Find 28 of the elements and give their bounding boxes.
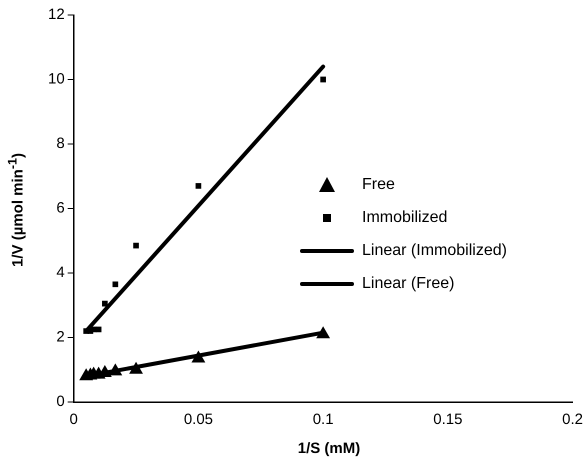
point: [102, 300, 108, 306]
point: [96, 326, 102, 332]
y-tick-label: 4: [56, 264, 65, 282]
point: [191, 350, 206, 362]
point: [90, 326, 96, 332]
point: [129, 362, 143, 374]
legend-label: Free: [362, 176, 395, 194]
point: [108, 363, 122, 376]
y-tick-label: 0: [56, 393, 65, 410]
x-tick-label: 0: [70, 411, 78, 428]
point: [316, 326, 330, 338]
x-tick-label: 0.15: [433, 411, 462, 428]
y-tick-label: 2: [56, 328, 65, 346]
y-tick-label: 8: [56, 135, 65, 152]
y-tick-label: 12: [48, 6, 65, 24]
point: [112, 281, 118, 288]
x-tick-label: 0.2: [562, 411, 584, 428]
point: [133, 242, 139, 248]
x-tick-label: 0.05: [184, 411, 214, 428]
x-tick-label: 0.1: [312, 411, 334, 428]
legend-label: Linear (Free): [362, 274, 454, 292]
legend-label: Immobilized: [362, 208, 448, 226]
x-axis-title: 1/S (mM): [298, 440, 360, 457]
legend-label: Linear (Immobilized): [362, 242, 507, 260]
y-tick-label: 10: [48, 70, 65, 88]
point: [196, 183, 202, 189]
point: [320, 76, 326, 82]
y-tick-label: 6: [56, 200, 65, 217]
